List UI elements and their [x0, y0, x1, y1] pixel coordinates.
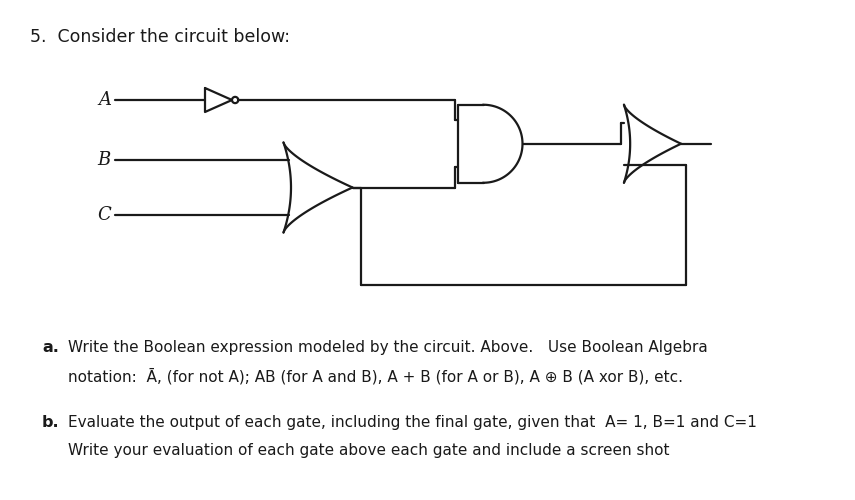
Text: notation:  Ā, (for not A); AB (for A and B), A + B (for A or B), A ⊕ B (A xor B): notation: Ā, (for not A); AB (for A and …	[68, 368, 683, 384]
Text: Write your evaluation of each gate above each gate and include a screen shot: Write your evaluation of each gate above…	[68, 443, 669, 458]
Text: C: C	[97, 206, 111, 224]
Text: a.: a.	[42, 340, 59, 355]
Text: b.: b.	[42, 415, 60, 430]
Text: Write the Boolean expression modeled by the circuit. Above.   Use Boolean Algebr: Write the Boolean expression modeled by …	[68, 340, 708, 355]
Text: B: B	[97, 151, 111, 169]
Text: A: A	[98, 91, 111, 109]
Text: 5.  Consider the circuit below:: 5. Consider the circuit below:	[30, 28, 290, 46]
Text: Evaluate the output of each gate, including the final gate, given that  A= 1, B=: Evaluate the output of each gate, includ…	[68, 415, 757, 430]
